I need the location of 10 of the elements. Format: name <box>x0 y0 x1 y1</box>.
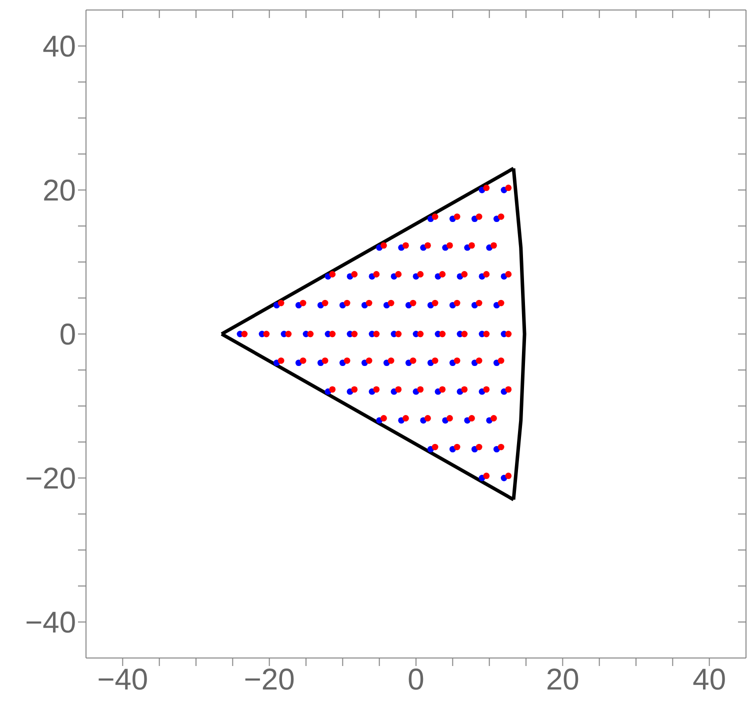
x-tick-label: 0 <box>408 663 424 696</box>
y-tick-label: 0 <box>59 318 76 352</box>
x-tick-label: 40 <box>692 663 726 696</box>
x-tick-label: −40 <box>97 663 148 696</box>
x-tick-label: 20 <box>546 663 580 696</box>
y-tick-label: −40 <box>25 606 76 640</box>
y-tick-label: 20 <box>42 174 76 208</box>
x-tick-label: −20 <box>244 663 295 696</box>
y-tick-label: 40 <box>42 30 76 64</box>
y-tick-label: −20 <box>25 462 76 496</box>
